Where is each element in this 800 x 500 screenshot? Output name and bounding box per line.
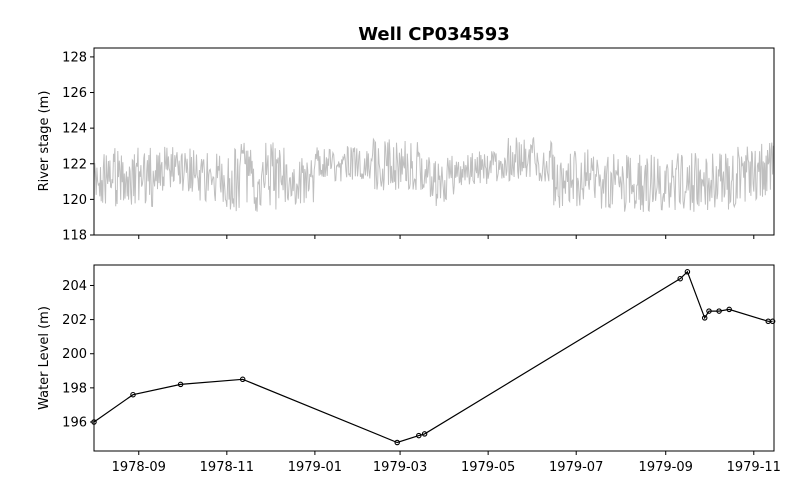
water-level-x-tick-label: 1979-11 — [727, 460, 781, 475]
river-stage-y-tick-label: 124 — [62, 122, 87, 137]
water-level-y-label: Water Level (m) — [37, 306, 52, 410]
water-level-line — [93, 270, 773, 444]
water-level-markers — [91, 269, 776, 446]
water-level-y-tick-label: 196 — [62, 415, 87, 430]
chart-title: Well CP034593 — [358, 24, 510, 45]
river-stage-y-tick-label: 118 — [62, 229, 87, 244]
water-level-point — [684, 269, 691, 275]
river-stage-series — [93, 137, 774, 213]
water-level-y-tick-label: 200 — [62, 347, 87, 362]
water-level-point — [701, 315, 708, 321]
river-stage-plot-frame — [93, 47, 775, 236]
water-level-x-tick-label: 1979-01 — [288, 460, 342, 475]
water-level-x-tick-label: 1978-11 — [200, 460, 254, 475]
water-level-x-tick-label: 1979-03 — [373, 460, 427, 475]
water-level-point — [769, 318, 776, 325]
water-level-y-axis: 196 198 200 202 204 — [62, 279, 94, 430]
water-level-point — [177, 381, 184, 388]
water-level-x-tick-label: 1978-09 — [112, 460, 166, 475]
water-level-x-tick-label: 1979-09 — [639, 460, 693, 475]
water-level-y-tick-label: 202 — [62, 313, 87, 328]
river-stage-line — [93, 137, 774, 213]
water-level-point — [726, 306, 732, 313]
water-level-plot-frame — [93, 264, 775, 452]
water-level-point — [416, 432, 422, 439]
water-level-x-axis: 1978-09 1978-11 1979-01 1979-03 1979-05 1979-… — [112, 451, 781, 475]
river-stage-panel: 118 120 122 124 126 128 River stage (m) — [37, 47, 775, 244]
water-level-x-tick-label: 1979-07 — [549, 460, 603, 475]
water-level-point — [677, 275, 683, 282]
river-stage-y-axis: 118 120 122 124 126 128 — [62, 50, 94, 244]
water-level-point — [130, 391, 136, 398]
water-level-x-tick-label: 1979-05 — [461, 460, 515, 475]
river-stage-x-axis — [138, 235, 755, 239]
water-level-point — [394, 439, 400, 446]
water-level-point — [421, 431, 428, 437]
water-level-point — [716, 308, 722, 314]
water-level-y-tick-label: 198 — [62, 381, 87, 396]
water-level-y-tick-label: 204 — [62, 279, 87, 294]
river-stage-y-label: River stage (m) — [37, 91, 52, 192]
water-level-point — [239, 376, 246, 383]
river-stage-y-tick-label: 128 — [62, 50, 87, 65]
river-stage-y-tick-label: 120 — [62, 193, 87, 208]
river-stage-y-tick-label: 122 — [62, 157, 87, 172]
river-stage-y-tick-label: 126 — [62, 86, 87, 101]
water-level-point — [706, 308, 712, 314]
